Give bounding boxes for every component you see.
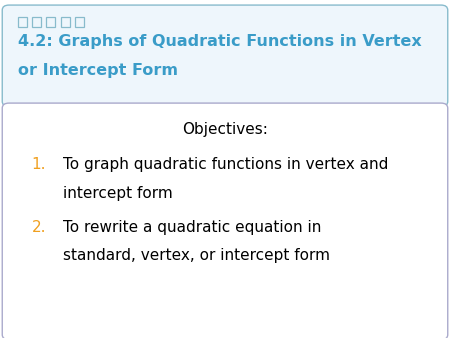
- FancyBboxPatch shape: [2, 5, 448, 106]
- Text: standard, vertex, or intercept form: standard, vertex, or intercept form: [63, 248, 330, 263]
- Text: 1.: 1.: [32, 157, 46, 172]
- Text: To graph quadratic functions in vertex and: To graph quadratic functions in vertex a…: [63, 157, 388, 172]
- Text: 4.2: Graphs of Quadratic Functions in Vertex: 4.2: Graphs of Quadratic Functions in Ve…: [18, 34, 422, 49]
- FancyBboxPatch shape: [2, 103, 448, 338]
- Text: intercept form: intercept form: [63, 186, 173, 201]
- Text: 2.: 2.: [32, 220, 46, 235]
- Text: or Intercept Form: or Intercept Form: [18, 63, 178, 77]
- Text: Objectives:: Objectives:: [182, 122, 268, 137]
- Text: To rewrite a quadratic equation in: To rewrite a quadratic equation in: [63, 220, 321, 235]
